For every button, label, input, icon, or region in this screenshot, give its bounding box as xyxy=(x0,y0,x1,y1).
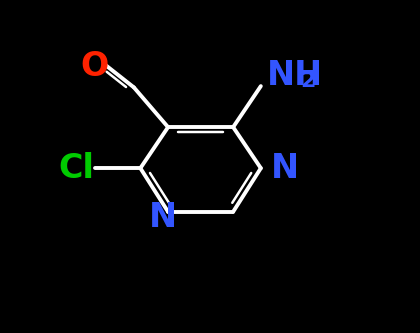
Text: N: N xyxy=(271,152,299,185)
Text: 2: 2 xyxy=(300,72,315,92)
Text: Cl: Cl xyxy=(58,152,94,185)
Text: O: O xyxy=(81,50,109,83)
Text: N: N xyxy=(148,201,176,234)
Text: NH: NH xyxy=(268,59,323,92)
